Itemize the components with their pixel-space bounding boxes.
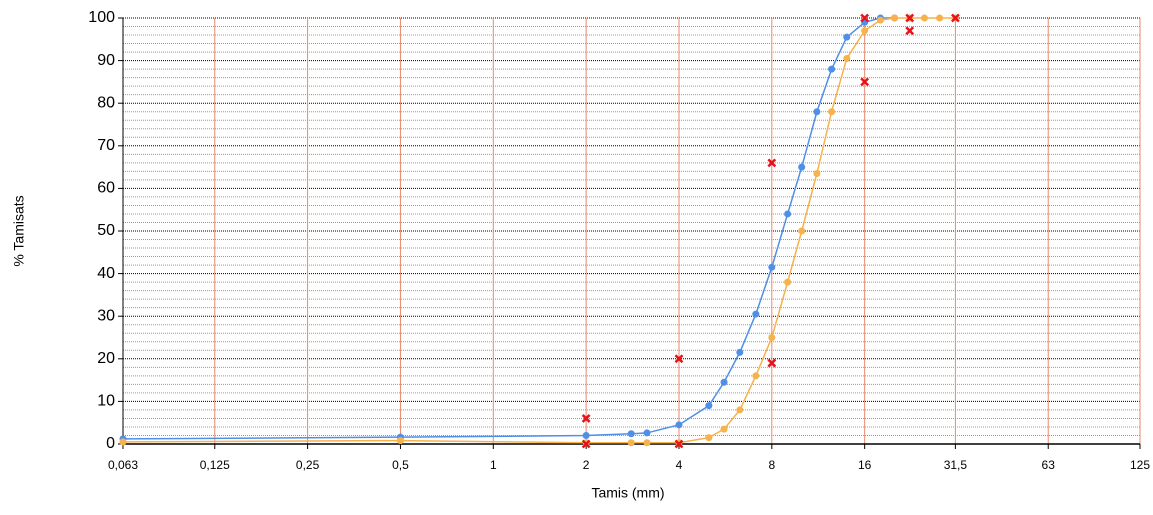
point — [119, 438, 127, 446]
point — [643, 439, 651, 447]
y-tick-label: 90 — [97, 52, 115, 69]
x-marker — [905, 26, 915, 36]
point — [784, 278, 792, 286]
x-tick-label: 125 — [1130, 458, 1150, 472]
point — [643, 429, 651, 437]
point — [828, 108, 836, 116]
x-tick-label: 8 — [768, 458, 775, 472]
x-tick-label: 4 — [676, 458, 683, 472]
x-tick-label: 31,5 — [944, 458, 968, 472]
x-marker — [767, 358, 777, 368]
point — [705, 402, 713, 410]
point — [736, 406, 744, 414]
point — [798, 227, 806, 235]
y-tick-label: 100 — [88, 9, 115, 26]
point — [720, 378, 728, 386]
point — [675, 421, 683, 429]
x-marker — [905, 13, 915, 23]
y-tick-label: 30 — [97, 307, 115, 324]
y-axis-label: % Tamisats — [11, 195, 27, 266]
x-tick-label: 0,125 — [200, 458, 230, 472]
point — [768, 263, 776, 271]
point — [798, 163, 806, 171]
x-marker — [581, 439, 591, 449]
y-tick-label: 70 — [97, 137, 115, 154]
y-tick-label: 10 — [97, 393, 115, 410]
series-line — [122, 17, 895, 440]
x-marker — [860, 13, 870, 23]
series-line — [122, 17, 956, 444]
point — [891, 14, 899, 22]
point — [768, 334, 776, 341]
point — [813, 108, 821, 116]
x-tick-label: 2 — [583, 458, 590, 472]
y-tick-label: 20 — [97, 350, 115, 367]
x-marker — [951, 13, 960, 23]
x-tick-label: 0,25 — [296, 458, 320, 472]
y-tick-label: 40 — [97, 265, 115, 282]
point — [720, 425, 728, 433]
x-tick-label: 0,5 — [392, 458, 409, 472]
x-marker — [860, 77, 870, 87]
point — [843, 54, 851, 62]
point — [828, 65, 836, 73]
point — [396, 437, 404, 445]
x-axis-label: Tamis (mm) — [591, 485, 664, 501]
point — [843, 33, 851, 41]
x-marker — [674, 439, 684, 449]
y-tick-label: 80 — [97, 94, 115, 111]
point — [784, 210, 792, 218]
point — [752, 372, 760, 380]
point — [627, 439, 635, 447]
y-tick-label: 0 — [106, 435, 115, 452]
y-tick-label: 50 — [97, 222, 115, 239]
point — [861, 27, 869, 35]
point — [705, 434, 713, 442]
point — [582, 431, 590, 439]
point — [936, 14, 944, 22]
x-marker — [767, 158, 777, 168]
point — [736, 348, 744, 356]
x-tick-label: 1 — [490, 458, 497, 472]
point — [813, 169, 821, 177]
point — [920, 14, 928, 22]
point — [627, 430, 635, 438]
x-tick-label: 0,063 — [108, 458, 138, 472]
x-tick-label: 63 — [1042, 458, 1056, 472]
x-marker — [581, 414, 591, 423]
point — [876, 16, 884, 24]
y-tick-label: 60 — [97, 180, 115, 197]
x-marker — [674, 354, 684, 364]
point — [752, 310, 760, 318]
x-tick-label: 16 — [858, 458, 872, 472]
